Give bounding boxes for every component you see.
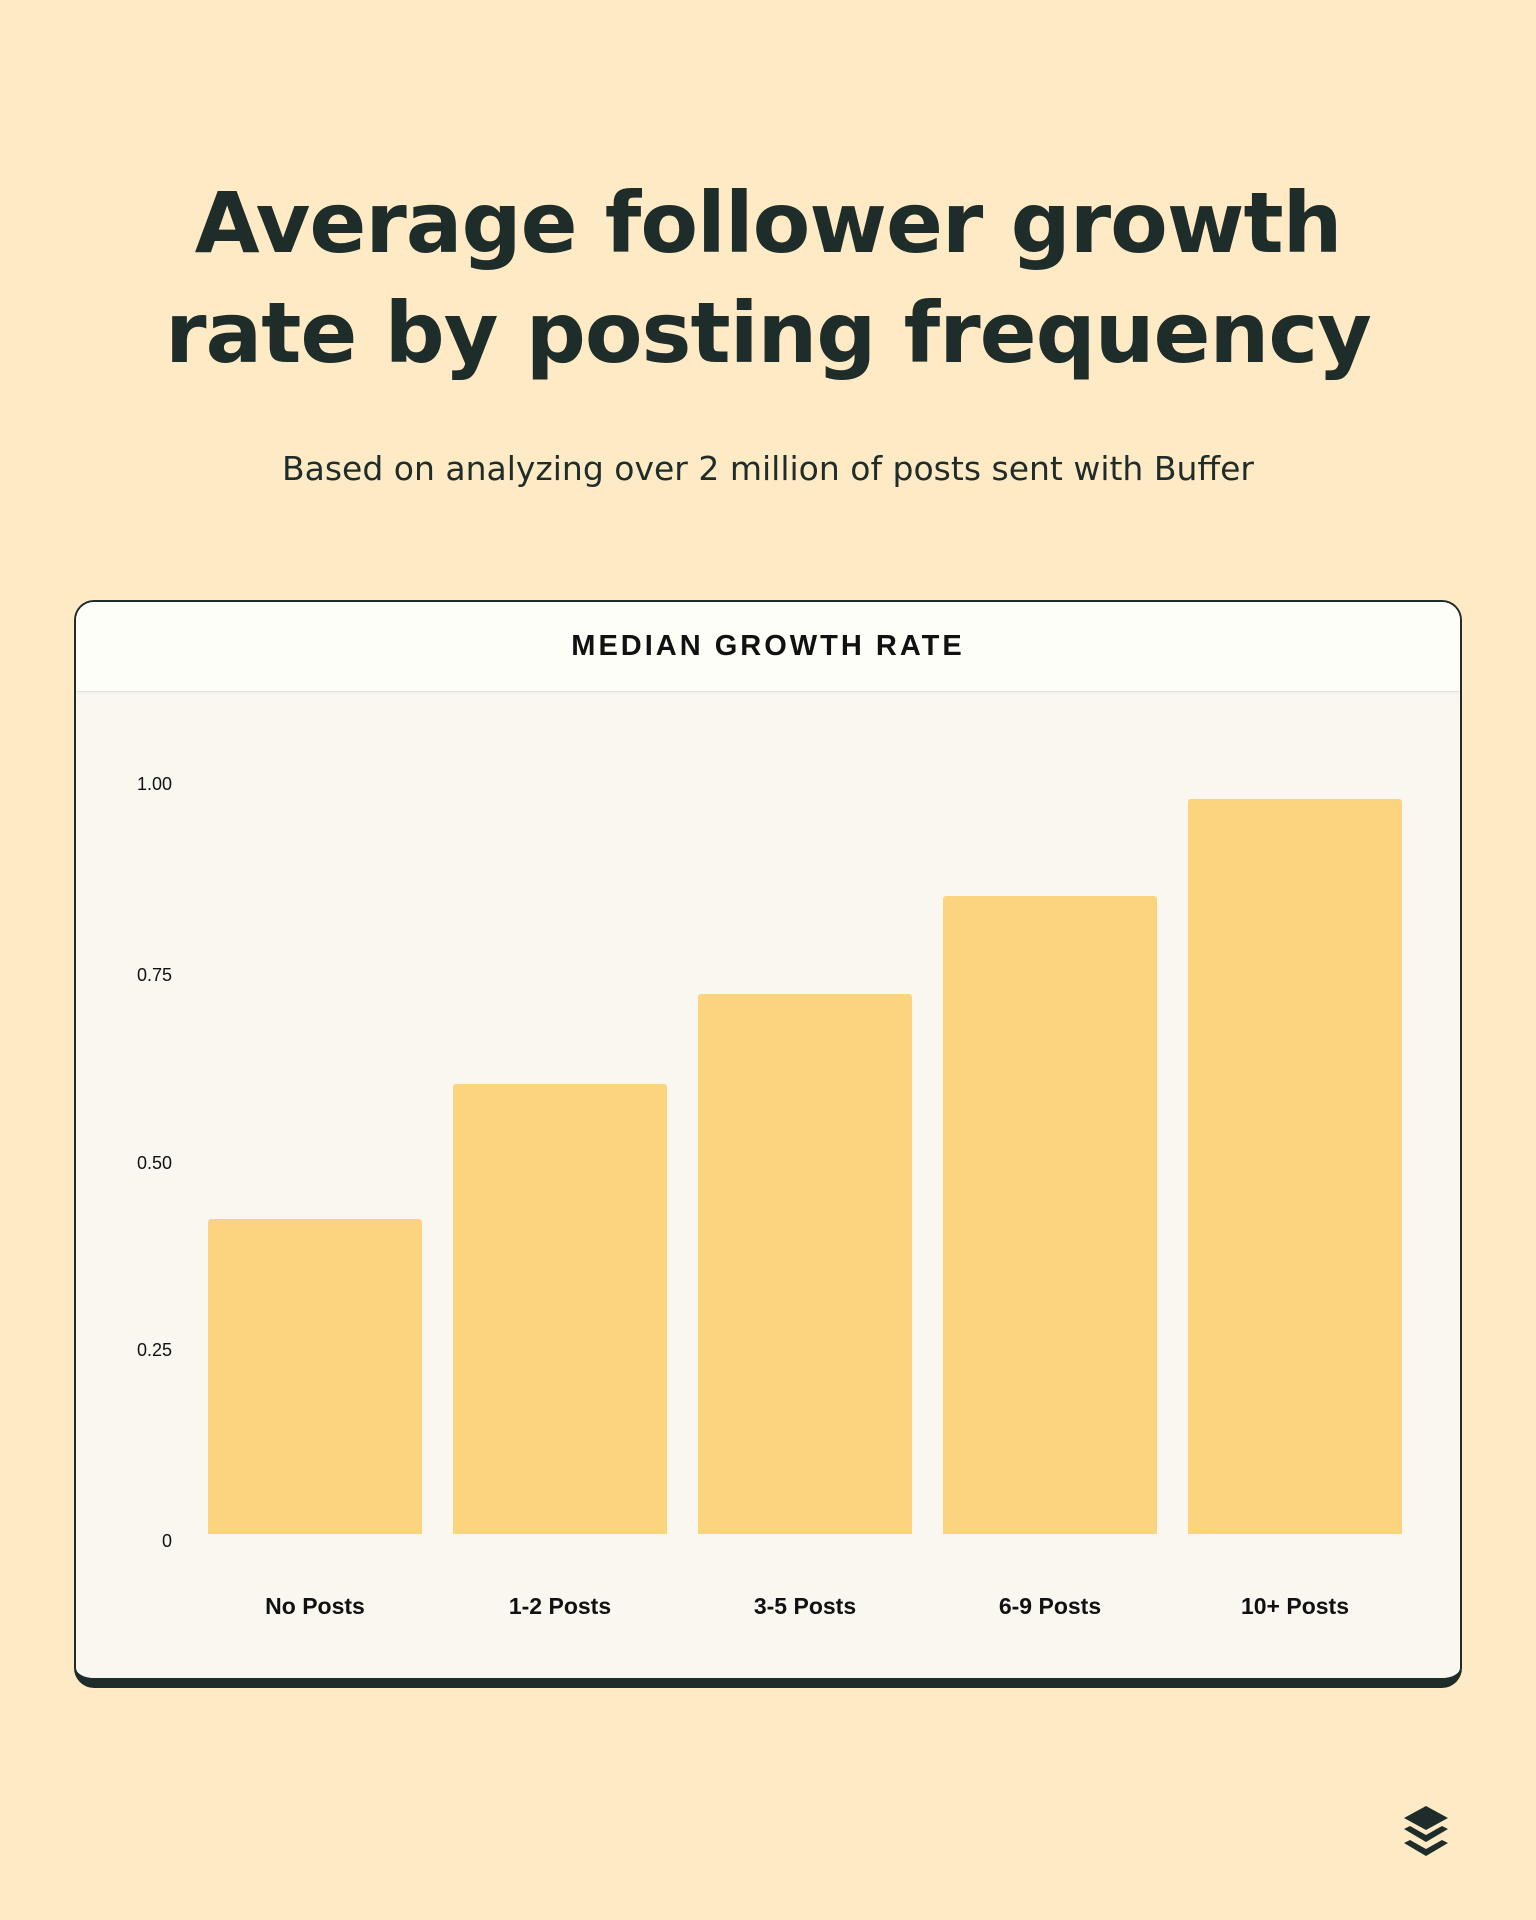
bar-no-posts [208, 1219, 422, 1534]
title-line-2: rate by posting frequency [165, 284, 1372, 382]
x-category-label: 3-5 Posts [753, 1593, 857, 1619]
page-subtitle: Based on analyzing over 2 million of pos… [281, 449, 1255, 488]
x-category-label: 6-9 Posts [998, 1593, 1102, 1619]
y-tick-label: 0.50 [136, 1153, 172, 1173]
y-tick-label: 1.00 [136, 774, 172, 794]
chart-card: MEDIAN GROWTH RATE 1.00 0.75 0.50 0.25 0… [74, 600, 1462, 1688]
x-category-label: No Posts [265, 1593, 365, 1619]
buffer-layers-icon [1404, 1806, 1448, 1856]
y-tick-label: 0.75 [136, 965, 172, 985]
bar-1-2-posts [453, 1084, 667, 1534]
page-title: Average follower growth rate by posting … [0, 168, 1536, 388]
bar-6-9-posts [943, 896, 1157, 1534]
chart-card-header: MEDIAN GROWTH RATE [76, 602, 1460, 692]
bar-chart-plot: 1.00 0.75 0.50 0.25 0 No Posts 1-2 Posts… [76, 602, 1460, 1678]
bar-3-5-posts [698, 994, 912, 1534]
x-category-label: 1-2 Posts [508, 1593, 612, 1619]
chart-title: MEDIAN GROWTH RATE [571, 630, 965, 662]
x-category-label: 10+ Posts [1240, 1593, 1350, 1619]
y-tick-label: 0 [161, 1531, 172, 1551]
title-line-1: Average follower growth [194, 174, 1343, 272]
bar-10-plus-posts [1188, 799, 1402, 1534]
y-tick-label: 0.25 [136, 1340, 172, 1360]
